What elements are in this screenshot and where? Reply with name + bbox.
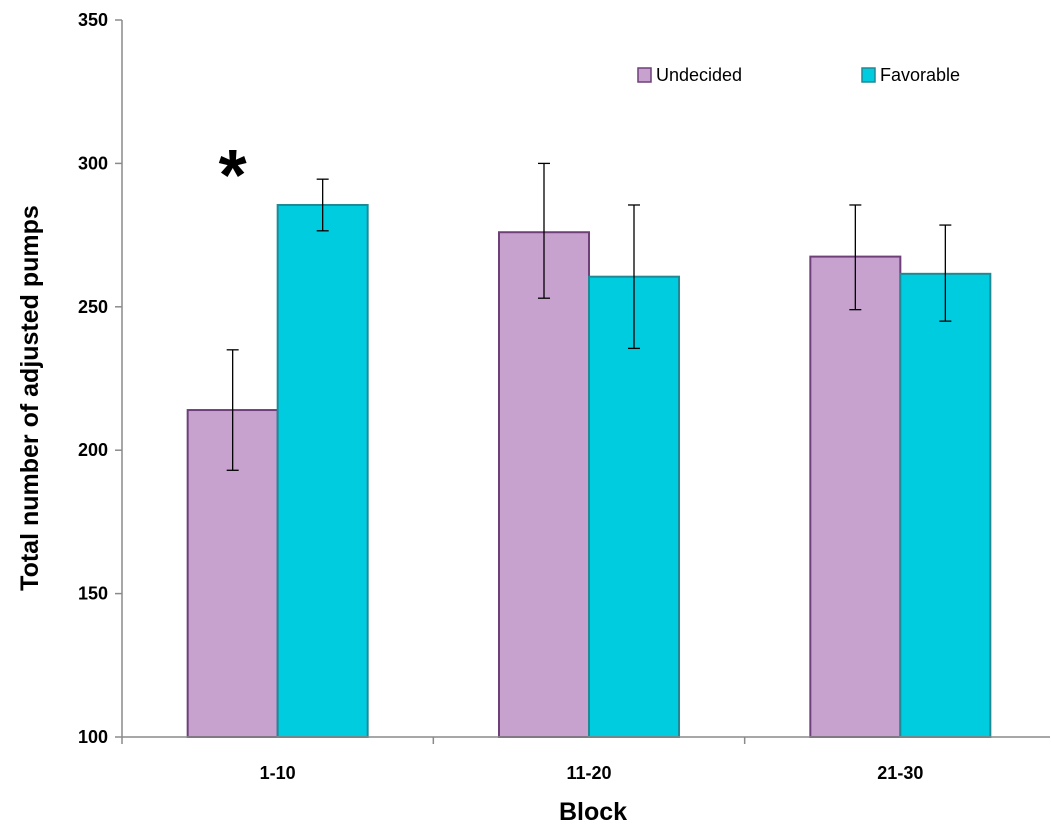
legend-item-favorable: Favorable	[861, 65, 960, 85]
legend-swatch-undecided	[637, 67, 652, 83]
error-bar-favorable-21-30	[939, 224, 952, 322]
x-tick-label-1-10: 1-10	[260, 763, 296, 783]
error-bar-undecided-1-10	[226, 349, 239, 471]
x-axis-title: Block	[559, 798, 627, 823]
x-tick-label-21-30: 21-30	[877, 763, 923, 783]
legend-label-undecided: Undecided	[656, 65, 742, 85]
legend-swatch-favorable	[861, 67, 876, 83]
significance-asterisk: *	[219, 136, 247, 216]
x-tick-label-11-20: 11-20	[566, 763, 611, 783]
y-tick-label-300: 300	[78, 153, 108, 173]
error-bar-undecided-11-20	[538, 162, 550, 299]
y-tick-label-350: 350	[78, 10, 108, 30]
legend-label-favorable: Favorable	[880, 65, 960, 85]
bar-undecided-11-20	[498, 231, 590, 738]
legend-item-undecided: Undecided	[637, 65, 742, 85]
y-tick-label-200: 200	[78, 440, 108, 460]
bar-undecided-21-30	[809, 255, 902, 738]
bar-favorable-21-30	[899, 272, 992, 738]
error-bar-undecided-21-30	[849, 204, 862, 311]
error-bar-favorable-11-20	[628, 204, 640, 350]
y-tick-label-250: 250	[78, 297, 108, 317]
bar-favorable-1-10	[276, 203, 369, 738]
y-tick-label-150: 150	[78, 584, 108, 604]
y-tick-label-100: 100	[78, 727, 108, 747]
y-axis-title: Total number of adjusted pumps	[16, 205, 44, 591]
bar-favorable-11-20	[588, 275, 680, 738]
error-bar-favorable-1-10	[316, 178, 329, 232]
